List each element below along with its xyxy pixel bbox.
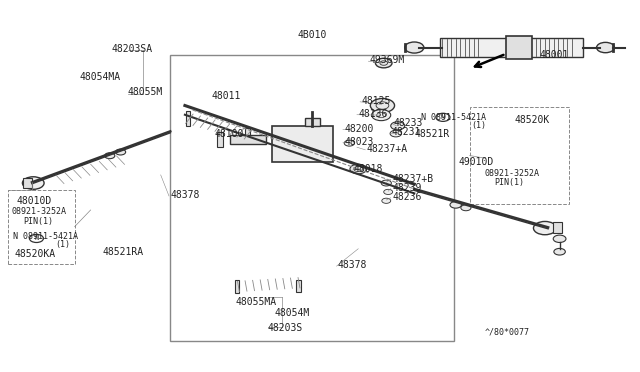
Circle shape bbox=[390, 130, 401, 137]
Circle shape bbox=[350, 164, 367, 174]
Bar bbox=[470, 107, 568, 205]
Circle shape bbox=[404, 42, 424, 53]
Bar bbox=[217, 132, 223, 147]
Text: 48011: 48011 bbox=[212, 90, 241, 100]
Text: 48233: 48233 bbox=[394, 118, 423, 128]
Circle shape bbox=[104, 153, 115, 159]
Text: (1): (1) bbox=[55, 240, 70, 249]
Bar bbox=[186, 112, 190, 126]
Bar bbox=[8, 190, 75, 263]
Text: N 08911-5421A: N 08911-5421A bbox=[13, 232, 78, 241]
Text: 48018: 48018 bbox=[354, 164, 383, 174]
Bar bbox=[506, 36, 532, 59]
Circle shape bbox=[372, 110, 391, 121]
Text: 48237+B: 48237+B bbox=[392, 174, 433, 184]
Circle shape bbox=[382, 198, 391, 203]
Text: PIN(1): PIN(1) bbox=[495, 178, 525, 187]
Text: 48136: 48136 bbox=[358, 109, 388, 119]
Circle shape bbox=[436, 113, 450, 121]
Text: 48055MA: 48055MA bbox=[236, 297, 277, 307]
Circle shape bbox=[554, 248, 565, 255]
Text: N: N bbox=[35, 235, 38, 241]
Text: 48231: 48231 bbox=[392, 128, 420, 138]
Bar bbox=[236, 280, 239, 293]
Text: 48520K: 48520K bbox=[515, 115, 550, 125]
Text: 08921-3252A: 08921-3252A bbox=[12, 207, 67, 217]
Text: (1): (1) bbox=[472, 121, 486, 129]
Text: 48010D: 48010D bbox=[16, 196, 51, 206]
Text: 48378: 48378 bbox=[170, 190, 200, 200]
Circle shape bbox=[384, 189, 393, 195]
Text: 48521R: 48521R bbox=[414, 129, 449, 139]
Circle shape bbox=[596, 42, 614, 53]
Circle shape bbox=[450, 202, 461, 208]
Text: 08921-3252A: 08921-3252A bbox=[484, 169, 540, 177]
Text: N 08911-5421A: N 08911-5421A bbox=[420, 113, 486, 122]
Text: 48054M: 48054M bbox=[274, 308, 309, 318]
Text: 48203S: 48203S bbox=[268, 323, 303, 333]
Circle shape bbox=[115, 149, 125, 155]
Bar bbox=[23, 177, 32, 188]
Text: 48237+A: 48237+A bbox=[367, 144, 408, 154]
Text: 48378: 48378 bbox=[338, 260, 367, 270]
Circle shape bbox=[376, 58, 392, 68]
Circle shape bbox=[534, 221, 556, 235]
Bar bbox=[272, 126, 333, 162]
Text: 48203SA: 48203SA bbox=[111, 44, 153, 54]
Bar bbox=[230, 135, 266, 144]
Circle shape bbox=[391, 122, 404, 130]
Text: 48125: 48125 bbox=[362, 96, 391, 106]
Bar bbox=[553, 222, 561, 233]
Text: 48521RA: 48521RA bbox=[102, 247, 143, 257]
Bar bbox=[245, 128, 250, 141]
Text: 48054MA: 48054MA bbox=[80, 72, 121, 82]
Text: PIN(1): PIN(1) bbox=[23, 217, 53, 225]
Circle shape bbox=[381, 180, 392, 186]
Circle shape bbox=[344, 140, 355, 146]
Circle shape bbox=[553, 235, 566, 243]
Text: N: N bbox=[441, 114, 445, 120]
Text: 49010D: 49010D bbox=[459, 157, 494, 167]
Bar bbox=[170, 55, 454, 341]
Text: 48200: 48200 bbox=[344, 124, 374, 134]
Circle shape bbox=[461, 205, 471, 211]
Bar bbox=[296, 280, 301, 292]
Text: 49369M: 49369M bbox=[370, 55, 405, 65]
Text: 48001: 48001 bbox=[540, 50, 569, 60]
Circle shape bbox=[29, 234, 44, 243]
Text: ^/80*0077: ^/80*0077 bbox=[484, 327, 529, 336]
Text: 4B010: 4B010 bbox=[298, 30, 327, 40]
Text: 48023: 48023 bbox=[344, 137, 374, 147]
Circle shape bbox=[22, 177, 44, 189]
Bar bbox=[440, 38, 583, 57]
Text: 48236: 48236 bbox=[392, 192, 421, 202]
Text: 48100: 48100 bbox=[215, 129, 244, 139]
Bar bbox=[305, 118, 320, 126]
Text: 48520KA: 48520KA bbox=[14, 249, 55, 259]
Text: 48239: 48239 bbox=[392, 183, 421, 193]
Circle shape bbox=[371, 99, 394, 112]
Text: 48055M: 48055M bbox=[127, 87, 163, 97]
